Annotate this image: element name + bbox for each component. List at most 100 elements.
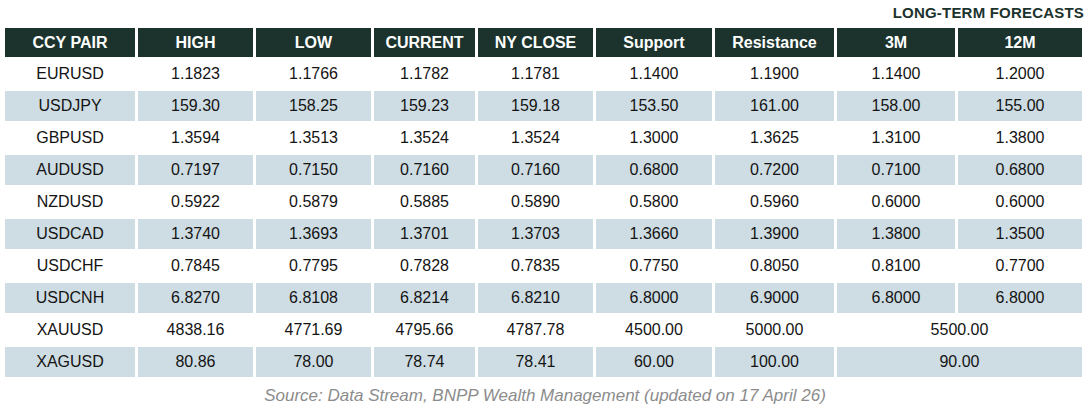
value-cell: 158.00 bbox=[837, 91, 955, 121]
value-cell: 1.1400 bbox=[596, 59, 712, 89]
value-cell: 60.00 bbox=[596, 347, 712, 377]
value-cell: 0.6800 bbox=[596, 155, 712, 185]
page: LONG-TERM FORECASTS CCY PAIRHIGHLOWCURRE… bbox=[0, 0, 1090, 418]
value-cell: 6.8000 bbox=[837, 283, 955, 313]
column-header-high: HIGH bbox=[138, 28, 253, 57]
table-row-eurusd: EURUSD1.18231.17661.17821.17811.14001.19… bbox=[5, 59, 1082, 89]
table-row-usdchf: USDCHF0.78450.77950.78280.78350.77500.80… bbox=[5, 251, 1082, 281]
column-header-low: LOW bbox=[256, 28, 371, 57]
value-cell: 78.74 bbox=[374, 347, 475, 377]
value-cell: 0.7795 bbox=[256, 251, 371, 281]
value-cell: 155.00 bbox=[958, 91, 1082, 121]
value-cell: 5500.00 bbox=[837, 315, 1082, 345]
value-cell: 1.1400 bbox=[837, 59, 955, 89]
value-cell: 100.00 bbox=[715, 347, 834, 377]
value-cell: 6.8000 bbox=[596, 283, 712, 313]
column-header-ccy-pair: CCY PAIR bbox=[5, 28, 135, 57]
value-cell: 1.3100 bbox=[837, 123, 955, 153]
value-cell: 0.8100 bbox=[837, 251, 955, 281]
value-cell: 1.3800 bbox=[837, 219, 955, 249]
value-cell: 0.6800 bbox=[958, 155, 1082, 185]
value-cell: 161.00 bbox=[715, 91, 834, 121]
column-header-current: CURRENT bbox=[374, 28, 475, 57]
value-cell: 0.5879 bbox=[256, 187, 371, 217]
value-cell: 0.5885 bbox=[374, 187, 475, 217]
value-cell: 0.7835 bbox=[478, 251, 593, 281]
pair-cell: AUDUSD bbox=[5, 155, 135, 185]
value-cell: 78.41 bbox=[478, 347, 593, 377]
value-cell: 1.3500 bbox=[958, 219, 1082, 249]
value-cell: 0.8050 bbox=[715, 251, 834, 281]
fx-forecast-table: CCY PAIRHIGHLOWCURRENTNY CLOSESupportRes… bbox=[2, 26, 1085, 379]
value-cell: 1.3701 bbox=[374, 219, 475, 249]
value-cell: 90.00 bbox=[837, 347, 1082, 377]
value-cell: 1.3594 bbox=[138, 123, 253, 153]
table-body: EURUSD1.18231.17661.17821.17811.14001.19… bbox=[5, 59, 1082, 377]
value-cell: 5000.00 bbox=[715, 315, 834, 345]
value-cell: 4771.69 bbox=[256, 315, 371, 345]
value-cell: 1.1766 bbox=[256, 59, 371, 89]
value-cell: 1.3000 bbox=[596, 123, 712, 153]
value-cell: 6.9000 bbox=[715, 283, 834, 313]
value-cell: 1.1782 bbox=[374, 59, 475, 89]
value-cell: 1.3703 bbox=[478, 219, 593, 249]
value-cell: 0.6000 bbox=[837, 187, 955, 217]
value-cell: 4795.66 bbox=[374, 315, 475, 345]
value-cell: 4838.16 bbox=[138, 315, 253, 345]
table-row-audusd: AUDUSD0.71970.71500.71600.71600.68000.72… bbox=[5, 155, 1082, 185]
table-row-nzdusd: NZDUSD0.59220.58790.58850.58900.58000.59… bbox=[5, 187, 1082, 217]
value-cell: 1.3524 bbox=[478, 123, 593, 153]
value-cell: 159.30 bbox=[138, 91, 253, 121]
column-header-3m: 3M bbox=[837, 28, 955, 57]
value-cell: 0.7700 bbox=[958, 251, 1082, 281]
value-cell: 6.8108 bbox=[256, 283, 371, 313]
table-row-usdcnh: USDCNH6.82706.81086.82146.82106.80006.90… bbox=[5, 283, 1082, 313]
pair-cell: USDCNH bbox=[5, 283, 135, 313]
value-cell: 4787.78 bbox=[478, 315, 593, 345]
column-header-resistance: Resistance bbox=[715, 28, 834, 57]
value-cell: 1.3693 bbox=[256, 219, 371, 249]
value-cell: 6.8214 bbox=[374, 283, 475, 313]
value-cell: 6.8210 bbox=[478, 283, 593, 313]
table-row-usdjpy: USDJPY159.30158.25159.23159.18153.50161.… bbox=[5, 91, 1082, 121]
value-cell: 159.18 bbox=[478, 91, 593, 121]
source-caption: Source: Data Stream, BNPP Wealth Managem… bbox=[0, 386, 1090, 406]
value-cell: 0.7197 bbox=[138, 155, 253, 185]
value-cell: 1.3900 bbox=[715, 219, 834, 249]
value-cell: 0.7100 bbox=[837, 155, 955, 185]
value-cell: 158.25 bbox=[256, 91, 371, 121]
header-row: CCY PAIRHIGHLOWCURRENTNY CLOSESupportRes… bbox=[5, 28, 1082, 57]
value-cell: 0.5890 bbox=[478, 187, 593, 217]
long-term-forecasts-label: LONG-TERM FORECASTS bbox=[893, 4, 1084, 21]
pair-cell: XAGUSD bbox=[5, 347, 135, 377]
value-cell: 159.23 bbox=[374, 91, 475, 121]
value-cell: 1.3513 bbox=[256, 123, 371, 153]
value-cell: 0.7845 bbox=[138, 251, 253, 281]
value-cell: 0.7200 bbox=[715, 155, 834, 185]
value-cell: 80.86 bbox=[138, 347, 253, 377]
value-cell: 0.7150 bbox=[256, 155, 371, 185]
value-cell: 6.8270 bbox=[138, 283, 253, 313]
value-cell: 0.5800 bbox=[596, 187, 712, 217]
value-cell: 1.1781 bbox=[478, 59, 593, 89]
value-cell: 1.1900 bbox=[715, 59, 834, 89]
pair-cell: USDCAD bbox=[5, 219, 135, 249]
pair-cell: GBPUSD bbox=[5, 123, 135, 153]
pair-cell: USDJPY bbox=[5, 91, 135, 121]
value-cell: 153.50 bbox=[596, 91, 712, 121]
table-row-gbpusd: GBPUSD1.35941.35131.35241.35241.30001.36… bbox=[5, 123, 1082, 153]
pair-cell: EURUSD bbox=[5, 59, 135, 89]
column-header-support: Support bbox=[596, 28, 712, 57]
pair-cell: XAUUSD bbox=[5, 315, 135, 345]
value-cell: 0.7160 bbox=[478, 155, 593, 185]
column-header-12m: 12M bbox=[958, 28, 1082, 57]
value-cell: 78.00 bbox=[256, 347, 371, 377]
value-cell: 1.3660 bbox=[596, 219, 712, 249]
value-cell: 1.3524 bbox=[374, 123, 475, 153]
value-cell: 6.8000 bbox=[958, 283, 1082, 313]
value-cell: 1.2000 bbox=[958, 59, 1082, 89]
value-cell: 0.5960 bbox=[715, 187, 834, 217]
table-row-xagusd: XAGUSD80.8678.0078.7478.4160.00100.0090.… bbox=[5, 347, 1082, 377]
value-cell: 1.3625 bbox=[715, 123, 834, 153]
value-cell: 1.1823 bbox=[138, 59, 253, 89]
